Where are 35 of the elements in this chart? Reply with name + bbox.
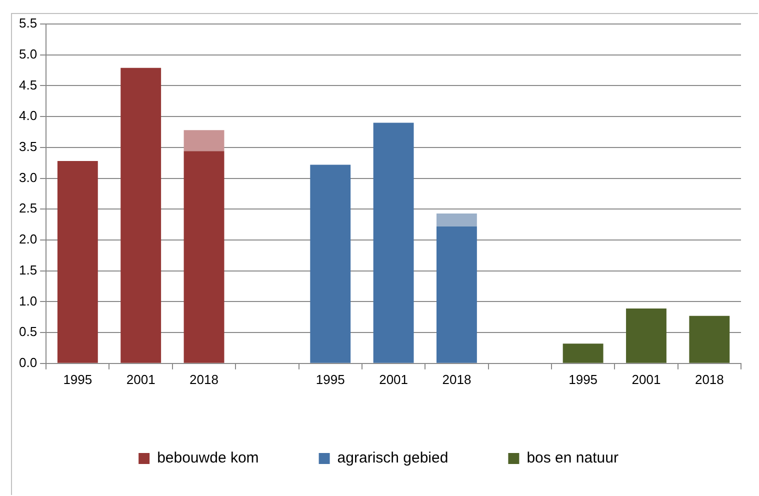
x-tick-label: 2001	[632, 372, 661, 387]
bar	[184, 151, 224, 363]
x-tick-label: 1995	[316, 372, 345, 387]
y-tick-label: 2.5	[18, 200, 38, 216]
bar	[120, 68, 162, 363]
bar	[310, 164, 351, 363]
bar	[57, 160, 98, 363]
bar	[562, 344, 604, 363]
legend-label: agrarisch gebied	[337, 450, 448, 467]
bar	[373, 122, 414, 363]
y-tick-label: 4.0	[18, 108, 38, 124]
legend-label: bos en natuur	[526, 450, 618, 467]
y-tick-label: 1.5	[18, 262, 38, 278]
x-tick-label: 2018	[190, 372, 218, 387]
y-tick-label: 3.5	[18, 138, 38, 154]
legend-label: bebouwde kom	[157, 450, 259, 467]
bar	[689, 316, 730, 363]
bar	[626, 308, 666, 363]
bar	[184, 130, 224, 152]
x-tick-label: 1995	[568, 372, 598, 387]
y-tick-label: 5.5	[18, 16, 38, 31]
y-tick-label: 4.5	[18, 77, 38, 92]
y-tick-label: 0.0	[18, 354, 38, 370]
x-tick-label: 2001	[126, 372, 156, 387]
bar	[436, 213, 477, 226]
y-tick-label: 0.5	[18, 324, 38, 340]
x-tick-label: 2018	[442, 372, 472, 387]
x-tick-label: 2001	[379, 372, 408, 387]
y-tick-label: 3.0	[18, 170, 38, 185]
x-tick-label: 2018	[694, 372, 724, 387]
y-tick-label: 1.0	[18, 293, 38, 308]
y-tick-label: 5.0	[18, 46, 38, 62]
y-tick-label: 2.0	[18, 232, 38, 247]
bar	[436, 226, 477, 363]
x-tick-label: 1995	[63, 372, 92, 387]
